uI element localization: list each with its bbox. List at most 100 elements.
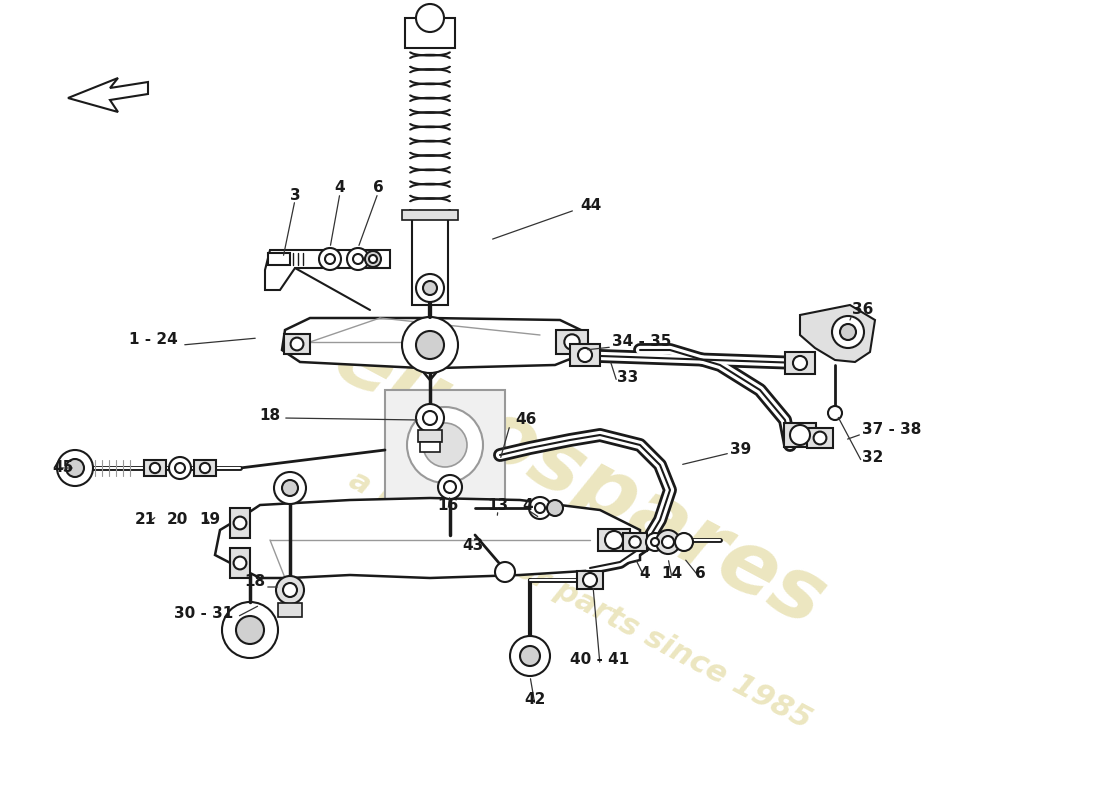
- Circle shape: [629, 536, 641, 548]
- Circle shape: [520, 646, 540, 666]
- Circle shape: [274, 472, 306, 504]
- Text: 46: 46: [515, 413, 537, 427]
- Circle shape: [790, 425, 810, 445]
- Circle shape: [365, 251, 381, 267]
- Circle shape: [175, 463, 185, 473]
- Circle shape: [662, 536, 674, 548]
- Circle shape: [407, 407, 483, 483]
- Text: 16: 16: [438, 498, 459, 513]
- Text: a passion for parts since 1985: a passion for parts since 1985: [344, 466, 816, 734]
- Text: 21: 21: [134, 513, 155, 527]
- Bar: [418, 430, 442, 442]
- Polygon shape: [214, 498, 640, 578]
- Bar: [278, 603, 303, 617]
- Circle shape: [656, 530, 680, 554]
- Circle shape: [424, 411, 437, 425]
- Circle shape: [792, 427, 807, 442]
- Bar: [268, 253, 290, 265]
- Bar: [230, 508, 250, 538]
- Text: 3: 3: [289, 187, 300, 202]
- Polygon shape: [282, 318, 585, 380]
- Text: 4: 4: [334, 181, 345, 195]
- Text: 6: 6: [373, 181, 384, 195]
- Circle shape: [424, 281, 437, 295]
- Bar: [412, 215, 448, 305]
- Circle shape: [57, 450, 94, 486]
- Circle shape: [233, 557, 246, 570]
- Circle shape: [424, 423, 468, 467]
- Circle shape: [236, 616, 264, 644]
- Text: 18: 18: [244, 574, 265, 590]
- Bar: [784, 423, 816, 447]
- Bar: [556, 330, 588, 354]
- Polygon shape: [68, 78, 148, 112]
- Text: 45: 45: [52, 461, 74, 475]
- Circle shape: [66, 459, 84, 477]
- Bar: [807, 428, 833, 448]
- Circle shape: [346, 248, 368, 270]
- Text: 37 - 38: 37 - 38: [862, 422, 922, 438]
- Circle shape: [583, 573, 597, 587]
- Bar: [144, 460, 166, 476]
- Text: 32: 32: [862, 450, 883, 466]
- Circle shape: [222, 602, 278, 658]
- Circle shape: [353, 254, 363, 264]
- Text: 44: 44: [580, 198, 602, 213]
- Circle shape: [438, 475, 462, 499]
- Circle shape: [584, 574, 596, 586]
- Bar: [598, 529, 630, 551]
- Circle shape: [495, 562, 515, 582]
- Circle shape: [290, 338, 304, 350]
- Text: 34 - 35: 34 - 35: [612, 334, 671, 350]
- Bar: [284, 334, 310, 354]
- Circle shape: [832, 316, 864, 348]
- Circle shape: [319, 248, 341, 270]
- Bar: [385, 390, 505, 500]
- Text: 20: 20: [166, 513, 188, 527]
- Circle shape: [651, 538, 659, 546]
- Text: 33: 33: [617, 370, 638, 386]
- Text: 14: 14: [661, 566, 683, 581]
- Circle shape: [814, 432, 826, 444]
- Circle shape: [324, 254, 336, 264]
- Text: 30 - 31: 30 - 31: [174, 606, 233, 621]
- Circle shape: [416, 404, 444, 432]
- Circle shape: [416, 331, 444, 359]
- Circle shape: [416, 4, 444, 32]
- Circle shape: [368, 255, 377, 263]
- Bar: [405, 18, 455, 48]
- Text: 6: 6: [694, 566, 705, 581]
- Circle shape: [840, 324, 856, 340]
- Circle shape: [828, 406, 842, 420]
- Text: 19: 19: [199, 513, 221, 527]
- Text: 1 - 24: 1 - 24: [130, 333, 178, 347]
- Text: 18: 18: [258, 407, 280, 422]
- Text: 13: 13: [487, 498, 508, 513]
- Bar: [420, 442, 440, 452]
- Circle shape: [646, 533, 664, 551]
- Circle shape: [402, 317, 458, 373]
- Text: 4: 4: [640, 566, 650, 581]
- Bar: [402, 210, 458, 220]
- Circle shape: [605, 531, 623, 549]
- Circle shape: [200, 463, 210, 473]
- Circle shape: [535, 503, 544, 513]
- Circle shape: [282, 480, 298, 496]
- Circle shape: [793, 356, 807, 370]
- Circle shape: [529, 497, 551, 519]
- Circle shape: [416, 274, 444, 302]
- Text: 4: 4: [522, 498, 534, 513]
- Circle shape: [444, 481, 456, 493]
- Polygon shape: [800, 305, 874, 362]
- Circle shape: [564, 334, 580, 350]
- Text: 40 - 41: 40 - 41: [571, 653, 629, 667]
- Bar: [578, 571, 603, 589]
- Circle shape: [169, 457, 191, 479]
- Bar: [623, 533, 647, 551]
- Text: 39: 39: [730, 442, 751, 458]
- Text: 36: 36: [852, 302, 873, 318]
- Bar: [194, 460, 216, 476]
- Text: 43: 43: [462, 538, 484, 553]
- Circle shape: [276, 576, 304, 604]
- Bar: [785, 352, 815, 374]
